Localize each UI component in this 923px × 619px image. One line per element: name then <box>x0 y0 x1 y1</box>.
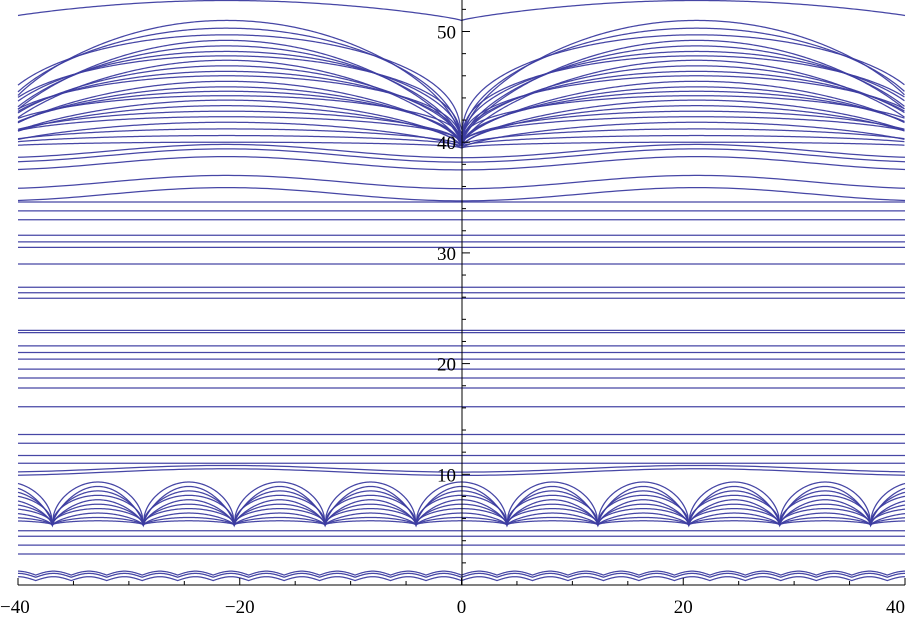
chart-ticks: −40 −20 0 20 40 10 20 30 40 50 <box>0 8 906 618</box>
x-tick-label: 20 <box>674 597 693 618</box>
x-tick-label: −40 <box>0 597 30 618</box>
upper-scallop-curve-49 <box>17 59 905 147</box>
y-tick-label: 20 <box>437 355 456 376</box>
x-tick-label: −20 <box>225 597 255 618</box>
y-tick-label: 40 <box>437 133 456 154</box>
upper-scallop-curve-54 <box>17 34 905 133</box>
x-tick-label: 40 <box>886 597 905 618</box>
y-tick-label: 30 <box>437 244 456 265</box>
y-tick-label: 10 <box>437 465 456 486</box>
y-tick-label: 50 <box>437 23 456 44</box>
upper-scallop-curve-55 <box>17 27 905 141</box>
upper-scallop-curve-50 <box>17 55 905 137</box>
x-tick-label: 0 <box>457 597 467 618</box>
upper-scallop-curve-37 <box>17 121 905 149</box>
upper-scallop-curve-56 <box>17 19 905 142</box>
upper-scallop-curve-48 <box>17 65 905 143</box>
upper-scallop-curve-53 <box>17 39 905 145</box>
upper-scallop-curve-40 <box>17 105 905 148</box>
